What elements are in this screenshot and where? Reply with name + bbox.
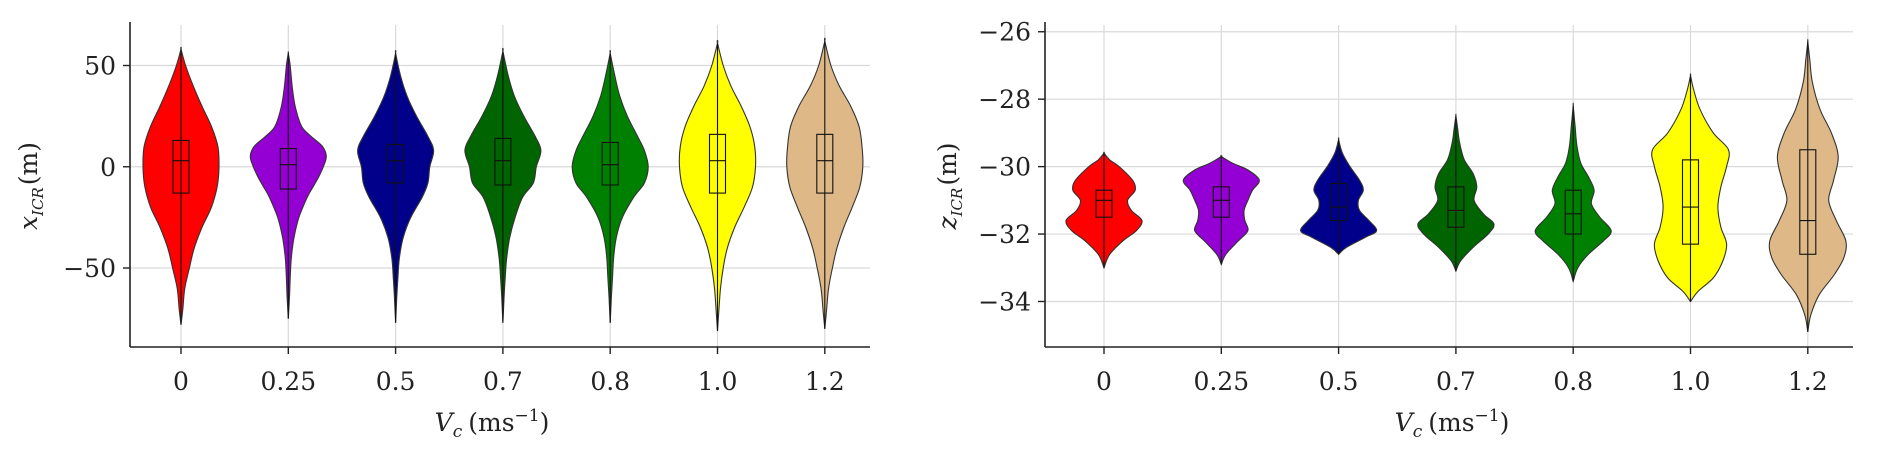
x-axis-label-close: ) bbox=[540, 408, 550, 437]
x-axis-label-exponent: −1 bbox=[1475, 406, 1500, 426]
left-violin-chart: 50 0 −50 0 0.25 0.5 0.7 0.8 1.0 1.2 Vc (ms−1) xICR (m… bbox=[14, 22, 870, 442]
x-axis-label-subscript: c bbox=[1413, 422, 1423, 442]
x-tick-label: 0 bbox=[1096, 367, 1112, 396]
x-axis-label-symbol: V bbox=[1395, 408, 1416, 437]
x-tick-label: 0.8 bbox=[1553, 367, 1593, 396]
box-0.25 bbox=[1212, 186, 1230, 218]
y-tick-label: −32 bbox=[978, 220, 1031, 249]
y-tick-label: −50 bbox=[63, 254, 116, 283]
x-tick-label: 0.8 bbox=[590, 367, 630, 396]
x-tick-label: 0 bbox=[173, 367, 189, 396]
x-axis-label-unit: (ms bbox=[468, 408, 514, 437]
x-axis-label: Vc (ms−1) bbox=[435, 406, 550, 442]
x-axis-label-exponent: −1 bbox=[515, 406, 540, 426]
x-tick-label: 0.7 bbox=[483, 367, 523, 396]
right-violin-chart: −26 −28 −30 −32 −34 0 0.25 0.5 0.7 0.8 1.0 1.2 Vc (ms… bbox=[933, 18, 1853, 442]
box-0.25 bbox=[279, 147, 297, 190]
box-0.5 bbox=[387, 143, 405, 184]
x-tick-label: 0.5 bbox=[1319, 367, 1359, 396]
x-axis-label-subscript: c bbox=[453, 422, 463, 442]
y-axis-label-unit: (m) bbox=[933, 142, 962, 185]
box-1.2 bbox=[816, 133, 834, 194]
y-axis-label-unit: (m) bbox=[14, 142, 43, 185]
x-tick-label: 1.2 bbox=[1788, 367, 1828, 396]
x-tick-label: 1.2 bbox=[805, 367, 845, 396]
x-tick-label: 0.25 bbox=[1193, 367, 1249, 396]
y-axis-label-subscript: ICR bbox=[948, 188, 966, 218]
box-1.0 bbox=[1681, 159, 1700, 245]
x-tick-label: 0.5 bbox=[376, 367, 416, 396]
box-1.0 bbox=[708, 133, 727, 194]
y-axis-label: zICR (m) bbox=[933, 142, 966, 230]
box-0.8 bbox=[601, 141, 619, 186]
y-tick-label: 50 bbox=[84, 52, 116, 81]
x-axis-label-symbol: V bbox=[435, 408, 456, 437]
y-tick-label: −26 bbox=[978, 18, 1031, 47]
box-0 bbox=[172, 139, 190, 194]
box-0 bbox=[1095, 189, 1113, 218]
x-tick-label: 1.0 bbox=[698, 367, 738, 396]
box-0.8 bbox=[1564, 189, 1582, 235]
x-axis-label-unit: (ms bbox=[1428, 408, 1474, 437]
y-axis-label: xICR (m) bbox=[14, 142, 47, 230]
x-axis-label-close: ) bbox=[1500, 408, 1510, 437]
y-axis-label-symbol: z bbox=[933, 216, 962, 231]
x-tick-label: 0.25 bbox=[260, 367, 316, 396]
y-tick-label: −28 bbox=[978, 85, 1031, 114]
x-axis-label: Vc (ms−1) bbox=[1395, 406, 1510, 442]
y-tick-label: 0 bbox=[100, 153, 116, 182]
y-axis-label-subscript: ICR bbox=[29, 187, 47, 217]
box-0.5 bbox=[1330, 182, 1348, 222]
y-tick-label: −34 bbox=[978, 287, 1031, 316]
y-axis-label-symbol: x bbox=[14, 216, 43, 230]
box-0.7 bbox=[1447, 186, 1465, 228]
x-tick-label: 1.0 bbox=[1671, 367, 1711, 396]
box-0.7 bbox=[494, 137, 512, 186]
y-tick-label: −30 bbox=[978, 153, 1031, 182]
box-1.2 bbox=[1799, 149, 1817, 255]
x-tick-label: 0.7 bbox=[1436, 367, 1476, 396]
